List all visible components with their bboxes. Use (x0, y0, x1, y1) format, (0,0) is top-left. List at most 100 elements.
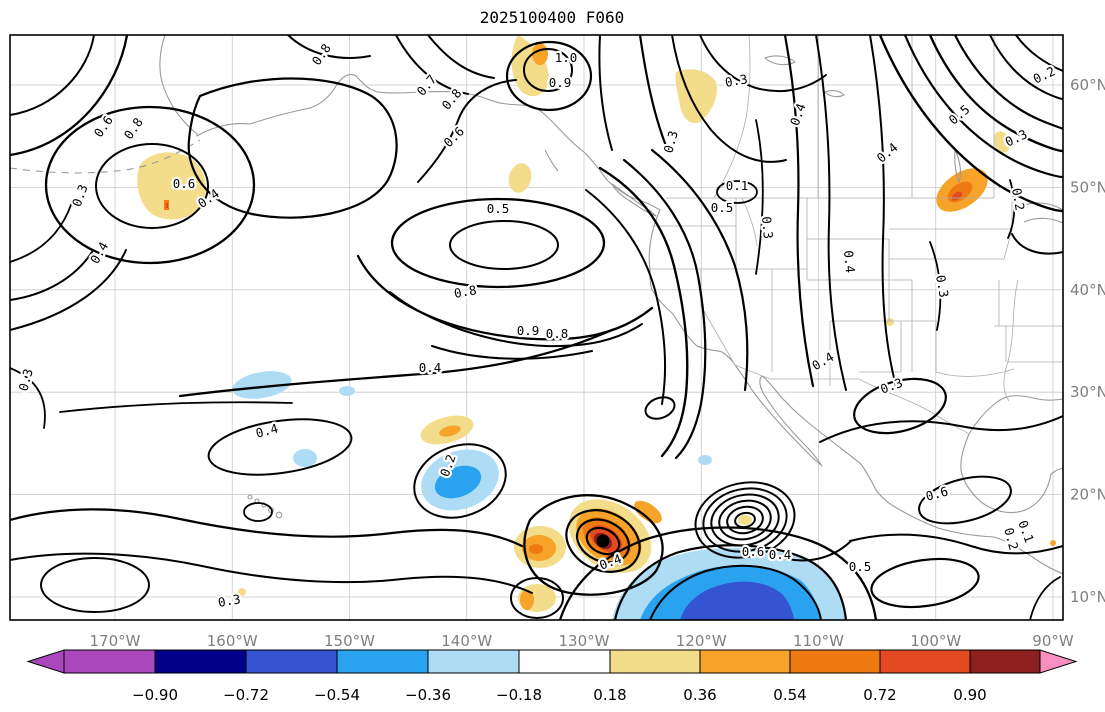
latitude-axis-labels: 10°N 20°N 30°N 40°N 50°N 60°N (1070, 76, 1105, 606)
shading-layer (137, 35, 1056, 620)
shade-negative (232, 371, 292, 399)
colorbar-tick-label: 0.36 (683, 686, 716, 704)
contour-label: 0.6 (924, 483, 950, 503)
longitude-axis-labels: 170°W 160°W 150°W 140°W 130°W 120°W 110°W 100°W… (90, 632, 1074, 650)
lon-tick-label: 110°W (793, 632, 844, 650)
contour-label: 0.9 (549, 75, 572, 90)
contour-label: 0.8 (439, 86, 465, 113)
contour-label: 0.8 (309, 41, 334, 68)
coastline-islands (544, 149, 657, 217)
contour-label: 0.4 (787, 101, 809, 127)
coastline-great-lakes (1017, 202, 1063, 224)
contour-label: 0.3 (69, 182, 91, 208)
lon-tick-label: 140°W (441, 632, 492, 650)
shade-negative (434, 465, 482, 499)
contour-label: 0.5 (946, 102, 973, 128)
contour-label: 0.5 (487, 201, 510, 216)
contour-label: 0.4 (874, 140, 901, 166)
lon-tick-label: 100°W (910, 632, 961, 650)
contour-label: 0.1 (726, 178, 749, 193)
colorbar-tick-label: 0.54 (773, 686, 806, 704)
shade-positive (238, 588, 246, 596)
lat-tick-label: 60°N (1070, 76, 1105, 94)
grid-layer (10, 35, 1063, 620)
colorbar-tick-label: 0.18 (593, 686, 626, 704)
contour-label: 0.3 (217, 591, 242, 610)
shade-positive (166, 203, 168, 208)
hawaii-islands (247, 494, 283, 519)
contour-label: 0.6 (173, 176, 196, 191)
lon-tick-label: 160°W (207, 632, 258, 650)
shade-positive (886, 318, 894, 326)
contour-label: 0.4 (769, 547, 792, 562)
shade-positive (137, 152, 206, 220)
colorbar (26, 649, 1078, 674)
colorbar-segment (154, 649, 247, 674)
coastline-layer (10, 35, 1063, 575)
shade-positive (508, 163, 532, 193)
contour-label: 0.9 (517, 323, 540, 338)
lat-tick-label: 10°N (1070, 588, 1105, 606)
lon-tick-label: 170°W (90, 632, 141, 650)
colorbar-tick-label: 0.72 (863, 686, 896, 704)
colorbar-tick-label: −0.18 (496, 686, 542, 704)
contour-label: 0.3 (660, 129, 680, 155)
lat-tick-label: 20°N (1070, 486, 1105, 504)
shade-positive (439, 425, 461, 437)
contour-label: 0.3 (1003, 126, 1030, 149)
shade-positive (1050, 540, 1056, 546)
contour-label: 0.5 (711, 200, 734, 215)
contour-label: 0.8 (546, 326, 569, 341)
shade-negative (680, 581, 794, 620)
storm-center-dot (596, 534, 610, 548)
shade-positive (634, 500, 662, 524)
colorbar-segment (518, 649, 611, 674)
contour-label: 0.3 (759, 216, 776, 240)
shade-negative (698, 455, 712, 465)
colorbar-segment (879, 649, 971, 674)
map-frame (9, 34, 1064, 621)
colorbar-tick-labels: −0.90 −0.72 −0.54 −0.36 −0.18 0.18 0.36 0.54 0.7… (132, 686, 987, 704)
colorbar-segment (336, 649, 429, 674)
contour-label: 0.3 (724, 71, 749, 90)
contour-label: 0.8 (121, 115, 146, 142)
colorbar-segment (969, 649, 1041, 674)
contour-label: 0.7 (414, 72, 440, 99)
contour-label: 0.3 (933, 274, 952, 299)
contour-label: 0.4 (254, 420, 280, 440)
colorbar-segment (63, 649, 156, 674)
contour-label: 0.8 (453, 282, 478, 301)
colorbar-tick-label: −0.54 (314, 686, 360, 704)
lon-tick-label: 150°W (324, 632, 375, 650)
shade-positive (529, 544, 543, 554)
colorbar-tick-label: −0.36 (405, 686, 451, 704)
lat-tick-label: 30°N (1070, 383, 1105, 401)
lat-tick-label: 40°N (1070, 281, 1105, 299)
contour-label: 1.0 (555, 50, 578, 65)
colorbar-arrow-left (26, 649, 65, 674)
colorbar-segment (427, 649, 520, 674)
contour-label: 0.4 (841, 250, 858, 274)
shade-positive (532, 43, 548, 65)
shade-positive (520, 590, 534, 610)
contour-label: 0.2 (1009, 187, 1028, 212)
lon-tick-label: 130°W (559, 632, 610, 650)
coastline-pacific (159, 35, 1063, 575)
lon-tick-label: 90°W (1032, 632, 1074, 650)
shade-positive (738, 515, 752, 525)
lakes (764, 55, 961, 183)
contour-label: 0.6 (742, 544, 765, 559)
contour-label: 0.4 (809, 349, 836, 373)
colorbar-segment (609, 649, 701, 674)
coastline-gulf (960, 395, 1063, 514)
colorbar-tick-label: −0.72 (223, 686, 269, 704)
plot-title: 2025100400 F060 (480, 8, 625, 27)
coastline-aleutians (10, 139, 201, 174)
shade-positive (675, 69, 718, 124)
shade-negative (293, 449, 317, 467)
contour-label: 0.4 (87, 239, 111, 266)
contour-label: 0.3 (15, 367, 35, 393)
colorbar-segment (699, 649, 791, 674)
contour-label: 0.3 (878, 375, 904, 397)
